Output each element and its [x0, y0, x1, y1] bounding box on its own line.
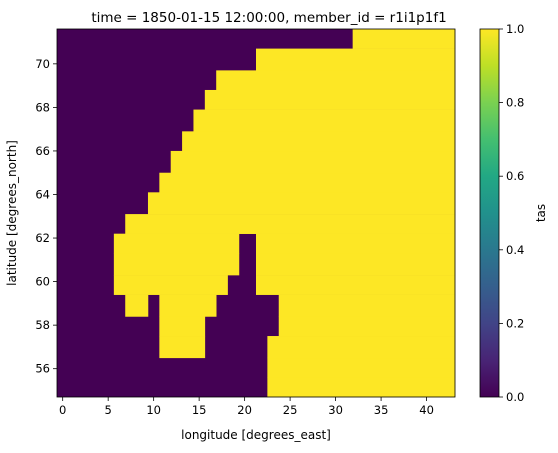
heatmap-cell	[256, 275, 456, 295]
x-tick-label: 35	[374, 403, 389, 417]
x-tick-label: 40	[419, 403, 434, 417]
colorbar-axis: 0.0 0.2 0.4 0.6 0.8 1.0	[499, 22, 524, 404]
y-axis: 56 58 60 62 64 66 68 70	[35, 57, 57, 376]
heatmap-cell	[125, 294, 149, 317]
heatmap-cell	[256, 48, 456, 71]
x-tick-label: 0	[59, 403, 66, 417]
x-axis: 0 5 10 15 20 25 30 35 40	[59, 397, 434, 417]
heatmap-cell	[159, 294, 217, 317]
heatmap-cell	[159, 316, 206, 337]
heatmap-cell	[193, 109, 456, 132]
colorbar-label: tas	[534, 204, 548, 222]
y-tick-label: 60	[35, 275, 50, 289]
heatmap-cell	[256, 253, 456, 276]
heatmap-cell	[159, 172, 456, 193]
heatmap-cell	[267, 336, 456, 359]
x-tick-label: 20	[237, 403, 252, 417]
heatmap-cell	[267, 377, 456, 398]
heatmap-cell	[113, 253, 240, 276]
y-tick-label: 62	[35, 231, 50, 245]
colorbar-tick-label: 0.0	[506, 390, 524, 404]
heatmap-cell	[113, 275, 228, 295]
y-tick-label: 66	[35, 144, 50, 158]
colorbar-tick-label: 1.0	[506, 22, 524, 36]
chart-title: time = 1850-01-15 12:00:00, member_id = …	[91, 10, 446, 26]
colorbar-tick-label: 0.2	[506, 316, 524, 330]
heatmap-cell	[204, 89, 456, 110]
y-tick-label: 70	[35, 57, 50, 71]
colorbar	[479, 28, 500, 398]
heatmap-cell	[170, 150, 456, 174]
x-tick-label: 30	[328, 403, 343, 417]
y-tick-label: 58	[35, 318, 50, 332]
heatmap-cell	[216, 70, 456, 91]
x-tick-label: 15	[192, 403, 207, 417]
colorbar-tick-label: 0.6	[506, 169, 524, 183]
heatmap-cell	[352, 29, 456, 49]
heatmap-cell	[267, 357, 456, 378]
y-tick-label: 56	[35, 362, 50, 376]
heatmap-cell	[278, 294, 456, 317]
heatmap-cell	[182, 131, 456, 152]
heatmap	[57, 29, 456, 398]
heatmap-cell	[159, 336, 206, 359]
heatmap-cell	[113, 233, 240, 254]
heatmap-cell	[147, 192, 456, 215]
y-tick-label: 68	[35, 100, 50, 114]
heatmap-cell	[256, 233, 456, 254]
x-tick-label: 25	[283, 403, 298, 417]
colorbar-tick-label: 0.4	[506, 243, 524, 257]
heatmap-cell	[125, 214, 456, 234]
y-axis-label: latitude [degrees_north]	[5, 140, 19, 286]
x-tick-label: 5	[105, 403, 112, 417]
y-tick-label: 64	[35, 187, 50, 201]
x-tick-label: 10	[146, 403, 161, 417]
colorbar-tick-label: 0.8	[506, 96, 524, 110]
heatmap-cell	[278, 316, 456, 337]
plot-frame	[56, 28, 456, 398]
x-axis-label: longitude [degrees_east]	[181, 428, 331, 442]
